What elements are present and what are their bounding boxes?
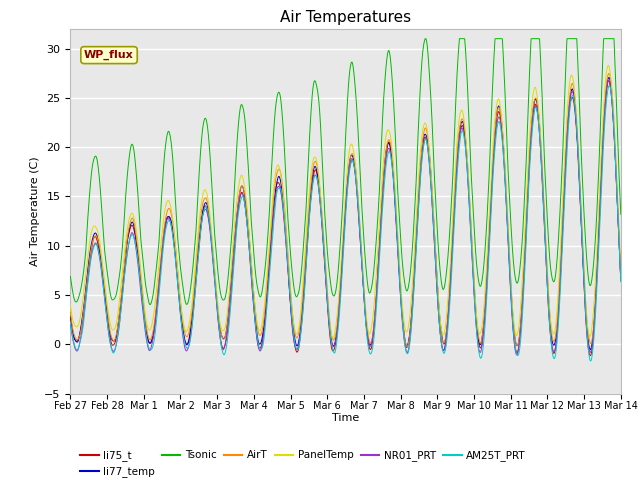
Line: PanelTemp: PanelTemp xyxy=(70,65,621,338)
li77_temp xyxy=(95,240,102,245)
AirT xyxy=(601,101,609,107)
AM25T_PRT xyxy=(587,358,595,364)
li77_temp xyxy=(586,347,594,352)
PanelTemp xyxy=(601,83,609,88)
li77_temp xyxy=(500,148,508,154)
Y-axis label: Air Temperature (C): Air Temperature (C) xyxy=(30,156,40,266)
Title: Air Temperatures: Air Temperatures xyxy=(280,10,411,25)
AM25T_PRT xyxy=(601,119,609,125)
Tsonic xyxy=(500,75,508,81)
PanelTemp xyxy=(605,62,612,68)
PanelTemp xyxy=(617,274,625,280)
AirT xyxy=(617,266,625,272)
PanelTemp xyxy=(329,336,337,341)
AirT xyxy=(319,231,327,237)
li77_temp xyxy=(601,103,609,109)
AirT xyxy=(500,148,508,154)
AM25T_PRT xyxy=(617,279,625,285)
X-axis label: Time: Time xyxy=(332,413,359,422)
AirT xyxy=(403,344,411,349)
li77_temp xyxy=(334,315,342,321)
NR01_PRT xyxy=(95,249,102,254)
Line: AM25T_PRT: AM25T_PRT xyxy=(70,85,621,361)
li75_t xyxy=(500,153,508,159)
li77_temp xyxy=(617,276,625,281)
NR01_PRT xyxy=(334,319,342,324)
Tsonic xyxy=(422,36,429,42)
li75_t xyxy=(334,321,342,326)
Line: AirT: AirT xyxy=(70,73,621,347)
PanelTemp xyxy=(500,149,508,155)
NR01_PRT xyxy=(617,277,625,283)
Line: li77_temp: li77_temp xyxy=(70,78,621,349)
AM25T_PRT xyxy=(67,320,74,325)
Tsonic xyxy=(601,36,609,42)
AirT xyxy=(67,310,74,315)
Tsonic xyxy=(617,212,625,217)
PanelTemp xyxy=(601,86,609,92)
AM25T_PRT xyxy=(601,115,609,120)
Line: Tsonic: Tsonic xyxy=(70,39,621,305)
NR01_PRT xyxy=(319,240,327,246)
AM25T_PRT xyxy=(605,83,613,88)
Legend: li75_t, li77_temp, Tsonic, AirT, PanelTemp, NR01_PRT, AM25T_PRT: li75_t, li77_temp, Tsonic, AirT, PanelTe… xyxy=(76,446,530,480)
AM25T_PRT xyxy=(319,240,327,245)
PanelTemp xyxy=(335,300,342,305)
li77_temp xyxy=(319,239,327,244)
PanelTemp xyxy=(319,233,327,239)
Tsonic xyxy=(320,190,328,196)
li77_temp xyxy=(605,75,613,81)
Tsonic xyxy=(67,274,74,279)
li75_t xyxy=(319,243,327,249)
Tsonic xyxy=(146,302,154,308)
li75_t xyxy=(601,104,609,109)
AM25T_PRT xyxy=(500,157,508,163)
Line: li75_t: li75_t xyxy=(70,81,621,356)
li77_temp xyxy=(67,313,74,319)
AirT xyxy=(601,97,609,103)
AM25T_PRT xyxy=(334,327,342,333)
Tsonic xyxy=(602,36,609,42)
AirT xyxy=(95,239,102,245)
AirT xyxy=(334,314,342,320)
NR01_PRT xyxy=(67,321,74,327)
li75_t xyxy=(586,353,594,359)
Tsonic xyxy=(335,266,342,272)
li75_t xyxy=(67,314,74,320)
li75_t xyxy=(617,278,625,284)
Tsonic xyxy=(95,167,102,173)
PanelTemp xyxy=(67,303,74,309)
li75_t xyxy=(601,108,609,113)
NR01_PRT xyxy=(605,77,612,83)
NR01_PRT xyxy=(500,156,508,162)
PanelTemp xyxy=(95,232,102,238)
NR01_PRT xyxy=(601,103,609,109)
NR01_PRT xyxy=(513,352,520,358)
AM25T_PRT xyxy=(95,248,102,253)
li75_t xyxy=(605,78,612,84)
li77_temp xyxy=(601,100,609,106)
Text: WP_flux: WP_flux xyxy=(84,50,134,60)
AirT xyxy=(605,71,613,76)
Line: NR01_PRT: NR01_PRT xyxy=(70,80,621,355)
li75_t xyxy=(95,244,102,250)
NR01_PRT xyxy=(601,107,609,113)
